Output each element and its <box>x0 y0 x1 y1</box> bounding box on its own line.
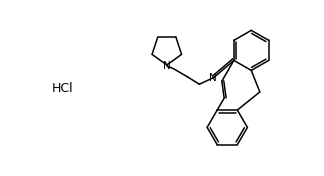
Text: N: N <box>209 73 216 83</box>
Text: HCl: HCl <box>52 82 73 95</box>
Text: N: N <box>163 61 171 71</box>
